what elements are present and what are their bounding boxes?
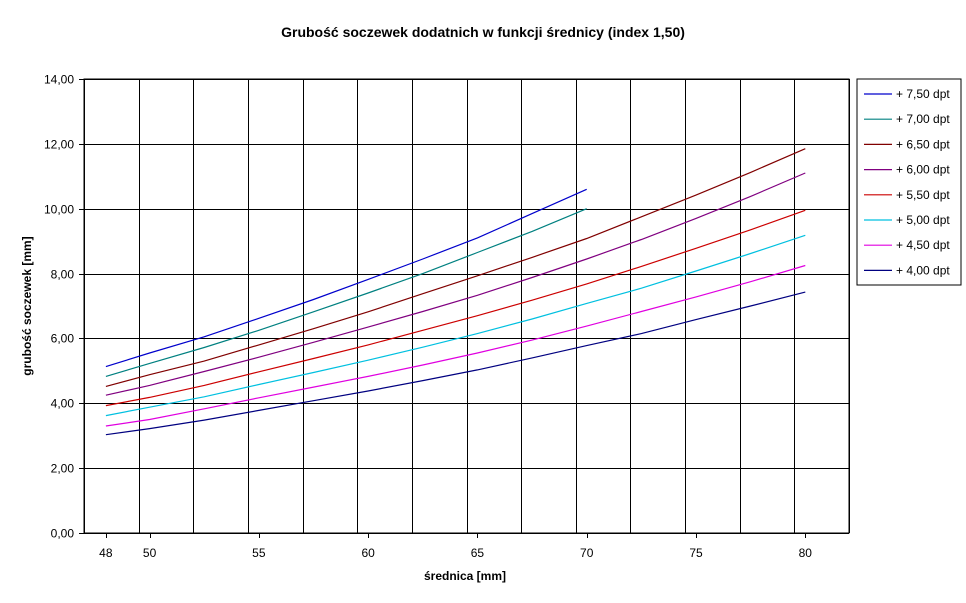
y-tick-label: 10,00 [44,203,74,217]
series-line [105,208,587,377]
series-line [105,209,806,407]
legend-label: + 4,50 dpt [896,238,950,252]
series-line [105,148,806,387]
x-tick-label: 65 [471,546,485,560]
y-tick-label: 12,00 [44,138,74,152]
series-line [105,188,587,368]
x-tick-label: 75 [689,546,703,560]
x-axis-title: średnica [mm] [424,569,506,583]
plot-area-border [83,78,850,534]
x-tick-label: 60 [361,546,375,560]
y-tick-label: 4,00 [51,397,75,411]
y-tick-label: 8,00 [51,268,75,282]
legend-label: + 5,50 dpt [896,188,950,202]
legend-label: + 6,00 dpt [896,163,950,177]
series-line [105,172,806,396]
x-tick-label: 50 [143,546,157,560]
series-line [105,291,806,436]
y-tick-label: 14,00 [44,73,74,87]
x-tick-label: 70 [580,546,594,560]
y-axis-title: grubość soczewek [mm] [20,236,34,375]
series-lines [105,148,806,436]
x-tick-label: 48 [99,546,113,560]
x-tick-label: 80 [799,546,813,560]
legend-box [856,78,962,286]
chart-title: Grubość soczewek dodatnich w funkcji śre… [281,24,685,40]
y-tick-label: 2,00 [51,462,75,476]
y-tick-label: 6,00 [51,332,75,346]
legend: + 7,50 dpt + 7,00 dpt + 6,50 dpt + 6,00 dpt… [856,78,962,286]
legend-label: + 4,00 dpt [896,263,950,277]
legend-label: + 7,00 dpt [896,112,950,126]
y-tick-label: 0,00 [51,527,75,541]
y-tick-labels: 0,00 2,00 4,00 6,00 8,00 10,00 12,00 14,00 [44,73,74,541]
x-tick-label: 55 [252,546,266,560]
grid [79,79,850,538]
series-line [105,234,806,417]
x-tick-labels: 48 50 55 60 65 70 75 80 [99,546,812,560]
legend-label: + 5,00 dpt [896,213,950,227]
series-line [105,264,806,427]
legend-label: + 7,50 dpt [896,87,950,101]
legend-label: + 6,50 dpt [896,137,950,151]
